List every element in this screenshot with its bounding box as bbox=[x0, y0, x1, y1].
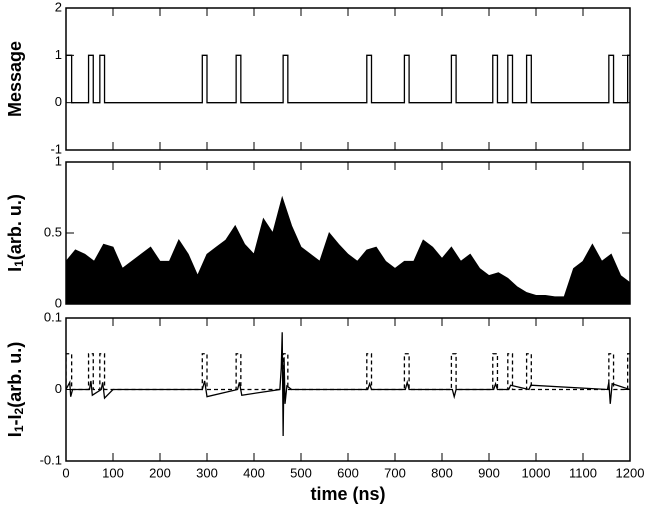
y-tick-label: 1 bbox=[55, 47, 62, 62]
y-axis-label-part: (arb. u.) bbox=[5, 342, 25, 408]
x-tick-label: 900 bbox=[478, 465, 500, 480]
y-axis-label-part: I bbox=[5, 267, 25, 272]
x-tick-label: 800 bbox=[431, 465, 453, 480]
x-tick-label: 300 bbox=[196, 465, 218, 480]
plot-frame bbox=[65, 317, 631, 462]
y-axis-label-part: 1 bbox=[12, 260, 26, 267]
y-tick-label: 0 bbox=[55, 94, 62, 109]
panel: -0.100.10 100 200 300 400 500 600 700 800 900 1000… bbox=[5, 309, 645, 503]
y-axis-label: I1-I2(arb. u.) bbox=[5, 342, 26, 437]
x-tick-label: 400 bbox=[243, 465, 265, 480]
line bbox=[66, 332, 630, 436]
line bbox=[66, 54, 630, 104]
area bbox=[66, 195, 630, 304]
line bbox=[66, 353, 630, 391]
plot-frame bbox=[65, 7, 631, 151]
panel: -1 0 1 2 Message bbox=[5, 0, 631, 156]
y-tick-label: 1 bbox=[55, 153, 62, 168]
y-tick-label: -0.1 bbox=[40, 452, 62, 467]
x-tick-label: 500 bbox=[290, 465, 312, 480]
x-tick-label: 1000 bbox=[522, 465, 551, 480]
x-tick-label: 700 bbox=[384, 465, 406, 480]
y-axis-label-part: -I bbox=[5, 414, 25, 425]
y-tick-label: 0.1 bbox=[44, 309, 62, 324]
x-tick-label: 1200 bbox=[616, 465, 645, 480]
y-axis-label-part: (arb. u.) bbox=[5, 194, 25, 260]
x-tick-label: 0 bbox=[62, 465, 69, 480]
y-axis-label-part: Message bbox=[5, 41, 25, 117]
y-axis-label-part: I bbox=[5, 432, 25, 437]
x-tick-label: 600 bbox=[337, 465, 359, 480]
x-tick-label: 100 bbox=[102, 465, 124, 480]
y-axis-label: I1(arb. u.) bbox=[5, 194, 26, 272]
y-axis-label-part: 2 bbox=[12, 407, 26, 414]
y-tick-label: 2 bbox=[55, 0, 62, 14]
x-tick-label: 1100 bbox=[569, 465, 597, 480]
plot-frame bbox=[65, 161, 631, 305]
y-tick-label: 0 bbox=[55, 295, 62, 310]
y-axis-label: Message bbox=[5, 41, 25, 117]
x-axis-label: time (ns) bbox=[310, 484, 385, 504]
y-tick-label: -1 bbox=[50, 141, 62, 156]
y-tick-label: 0 bbox=[55, 381, 62, 396]
y-axis-label-part: 1 bbox=[12, 425, 26, 432]
x-tick-label: 200 bbox=[149, 465, 171, 480]
y-tick-label: 0.5 bbox=[44, 224, 62, 239]
